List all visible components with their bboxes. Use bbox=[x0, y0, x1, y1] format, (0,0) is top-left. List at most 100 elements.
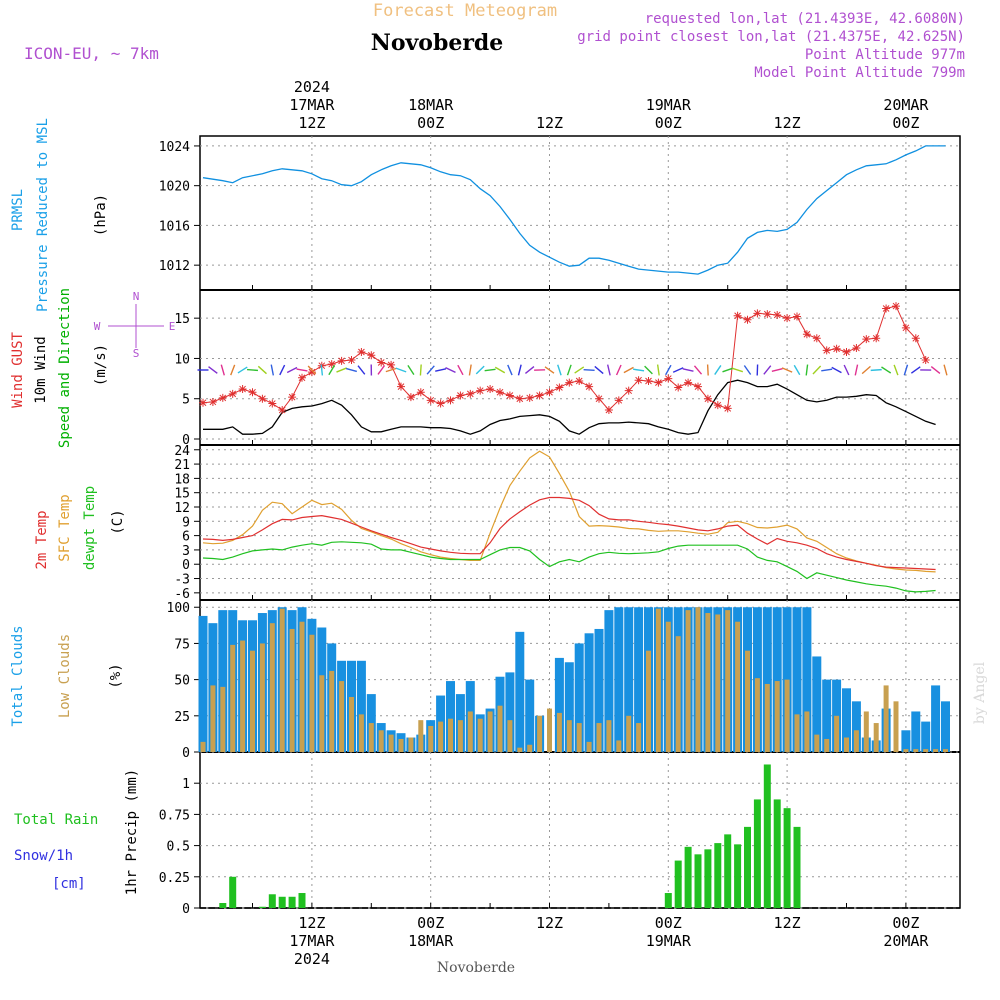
total-clouds-label: Total Clouds bbox=[10, 625, 26, 726]
low-cloud-bar-51 bbox=[705, 613, 711, 752]
low-cloud-bar-19 bbox=[388, 734, 394, 752]
total-cloud-bar-40 bbox=[594, 628, 604, 752]
low-cloud-bar-63 bbox=[824, 738, 830, 752]
low-cloud-bar-50 bbox=[695, 607, 701, 752]
top-time-label-0-2: 12Z bbox=[298, 114, 325, 132]
wind-direction-arrow-15 bbox=[346, 367, 357, 373]
low-cloud-bar-30 bbox=[497, 705, 503, 752]
pressure-labels: PRMSL Pressure Reduced to MSL (hPa) bbox=[10, 118, 109, 312]
temp-ytick-label-9: 21 bbox=[174, 458, 190, 473]
wind-direction-arrow-33 bbox=[524, 365, 535, 375]
wind-direction-arrow-68 bbox=[870, 368, 882, 372]
low-cloud-bar-23 bbox=[428, 725, 434, 752]
total-cloud-bar-41 bbox=[604, 610, 614, 752]
total-cloud-bar-71 bbox=[901, 730, 911, 752]
gust-marker-13 bbox=[327, 360, 336, 369]
rain-bar-12 bbox=[714, 843, 722, 908]
wind-direction-arrow-66 bbox=[854, 364, 859, 376]
wind-direction-arrow-10 bbox=[296, 368, 308, 372]
temp-ytick-label-4: 6 bbox=[182, 530, 190, 545]
low-cloud-bar-13 bbox=[329, 670, 335, 752]
wind-direction-arrow-8 bbox=[279, 364, 286, 376]
pressure-ytick-label-0: 1012 bbox=[159, 259, 190, 274]
low-cloud-bar-69 bbox=[883, 685, 889, 752]
gust-marker-44 bbox=[634, 376, 643, 385]
temp-dewpt-line bbox=[202, 541, 936, 593]
wind-direction-arrow-65 bbox=[843, 364, 850, 376]
bottom-time-label-5-1: 20MAR bbox=[883, 932, 929, 950]
precip-ytick-label-0: 0 bbox=[182, 902, 190, 917]
gust-marker-19 bbox=[387, 360, 396, 369]
rain-bar-7 bbox=[664, 893, 672, 908]
wind-direction-arrow-64 bbox=[831, 366, 842, 374]
pressure-line bbox=[202, 145, 946, 275]
wind-direction-arrow-51 bbox=[706, 364, 709, 376]
pressure-ytick-label-2: 1020 bbox=[159, 180, 190, 195]
gridpoint-coords: grid point closest lon,lat (21.4375E, 42… bbox=[577, 29, 965, 45]
gust-marker-64 bbox=[832, 344, 841, 353]
low-cloud-bar-21 bbox=[408, 737, 414, 752]
gust-marker-31 bbox=[505, 391, 514, 400]
bottom-time-label-1-0: 00Z bbox=[417, 914, 444, 932]
watermark: by Angel bbox=[972, 661, 988, 724]
bottom-time-label-4-0: 12Z bbox=[774, 914, 801, 932]
wind-direction-arrow-69 bbox=[881, 366, 892, 374]
rain-bar-15 bbox=[744, 826, 751, 908]
top-time-label-5-1: 00Z bbox=[892, 114, 919, 132]
gust-label: Wind GUST bbox=[10, 332, 26, 408]
gust-marker-42 bbox=[614, 396, 623, 405]
gust-marker-41 bbox=[604, 406, 613, 414]
bottom-time-label-2-0: 12Z bbox=[536, 914, 563, 932]
gust-marker-50 bbox=[694, 382, 702, 391]
cm-label: [cm] bbox=[52, 876, 86, 892]
gust-marker-28 bbox=[476, 386, 485, 395]
low-cloud-bar-73 bbox=[923, 749, 929, 752]
low-clouds-label: Low Clouds bbox=[57, 634, 73, 718]
total-cloud-bar-38 bbox=[574, 643, 584, 752]
low-cloud-bar-75 bbox=[943, 749, 948, 752]
gust-marker-63 bbox=[822, 346, 831, 355]
wind-direction-arrow-70 bbox=[893, 364, 899, 376]
wind-direction-arrow-46 bbox=[656, 364, 660, 376]
rain-bar-0 bbox=[219, 903, 227, 908]
temp-ytick-label-5: 9 bbox=[182, 515, 190, 530]
gust-marker-39 bbox=[585, 382, 594, 391]
low-cloud-bar-20 bbox=[398, 738, 404, 752]
wind-direction-arrow-59 bbox=[781, 367, 793, 373]
precip-ytick-label-4: 1 bbox=[182, 777, 190, 792]
temp-ytick-label-7: 15 bbox=[174, 487, 190, 502]
total-cloud-bar-65 bbox=[842, 688, 851, 752]
wind-direction-arrow-22 bbox=[419, 364, 422, 376]
gust-marker-65 bbox=[842, 348, 851, 356]
gust-marker-48 bbox=[674, 383, 683, 392]
gust-marker-59 bbox=[783, 314, 792, 323]
wind-panel: 0 5 10 15 bbox=[174, 290, 960, 448]
rain-bar-6 bbox=[298, 893, 306, 908]
low-cloud-bar-6 bbox=[259, 643, 265, 752]
rain-bar-14 bbox=[734, 844, 742, 908]
gust-marker-71 bbox=[901, 323, 910, 332]
wind-direction-arrow-5 bbox=[246, 368, 259, 372]
gust-marker-43 bbox=[624, 386, 633, 395]
low-cloud-bar-53 bbox=[725, 610, 731, 752]
low-cloud-bar-39 bbox=[586, 741, 592, 752]
rain-bar-3 bbox=[268, 894, 276, 908]
low-cloud-bar-70 bbox=[893, 701, 899, 752]
gust-marker-22 bbox=[416, 388, 425, 397]
wind-direction-arrow-72 bbox=[910, 366, 921, 374]
wind-direction-arrow-47 bbox=[665, 364, 672, 376]
location-title: Novoberde bbox=[371, 30, 504, 56]
low-cloud-bar-16 bbox=[358, 714, 364, 752]
gust-marker-60 bbox=[793, 312, 801, 321]
total-cloud-bar-62 bbox=[812, 656, 822, 752]
wind-direction-arrow-30 bbox=[494, 366, 506, 374]
low-cloud-bar-52 bbox=[715, 614, 721, 752]
wind-direction-arrow-44 bbox=[633, 368, 645, 372]
wind-direction-arrow-63 bbox=[821, 368, 833, 372]
low-cloud-bar-7 bbox=[269, 623, 275, 752]
temp-ytick-label-6: 12 bbox=[174, 501, 190, 516]
gust-marker-32 bbox=[515, 394, 524, 403]
low-cloud-bar-66 bbox=[853, 730, 859, 752]
low-cloud-bar-32 bbox=[517, 747, 523, 752]
low-cloud-bar-64 bbox=[834, 715, 840, 752]
